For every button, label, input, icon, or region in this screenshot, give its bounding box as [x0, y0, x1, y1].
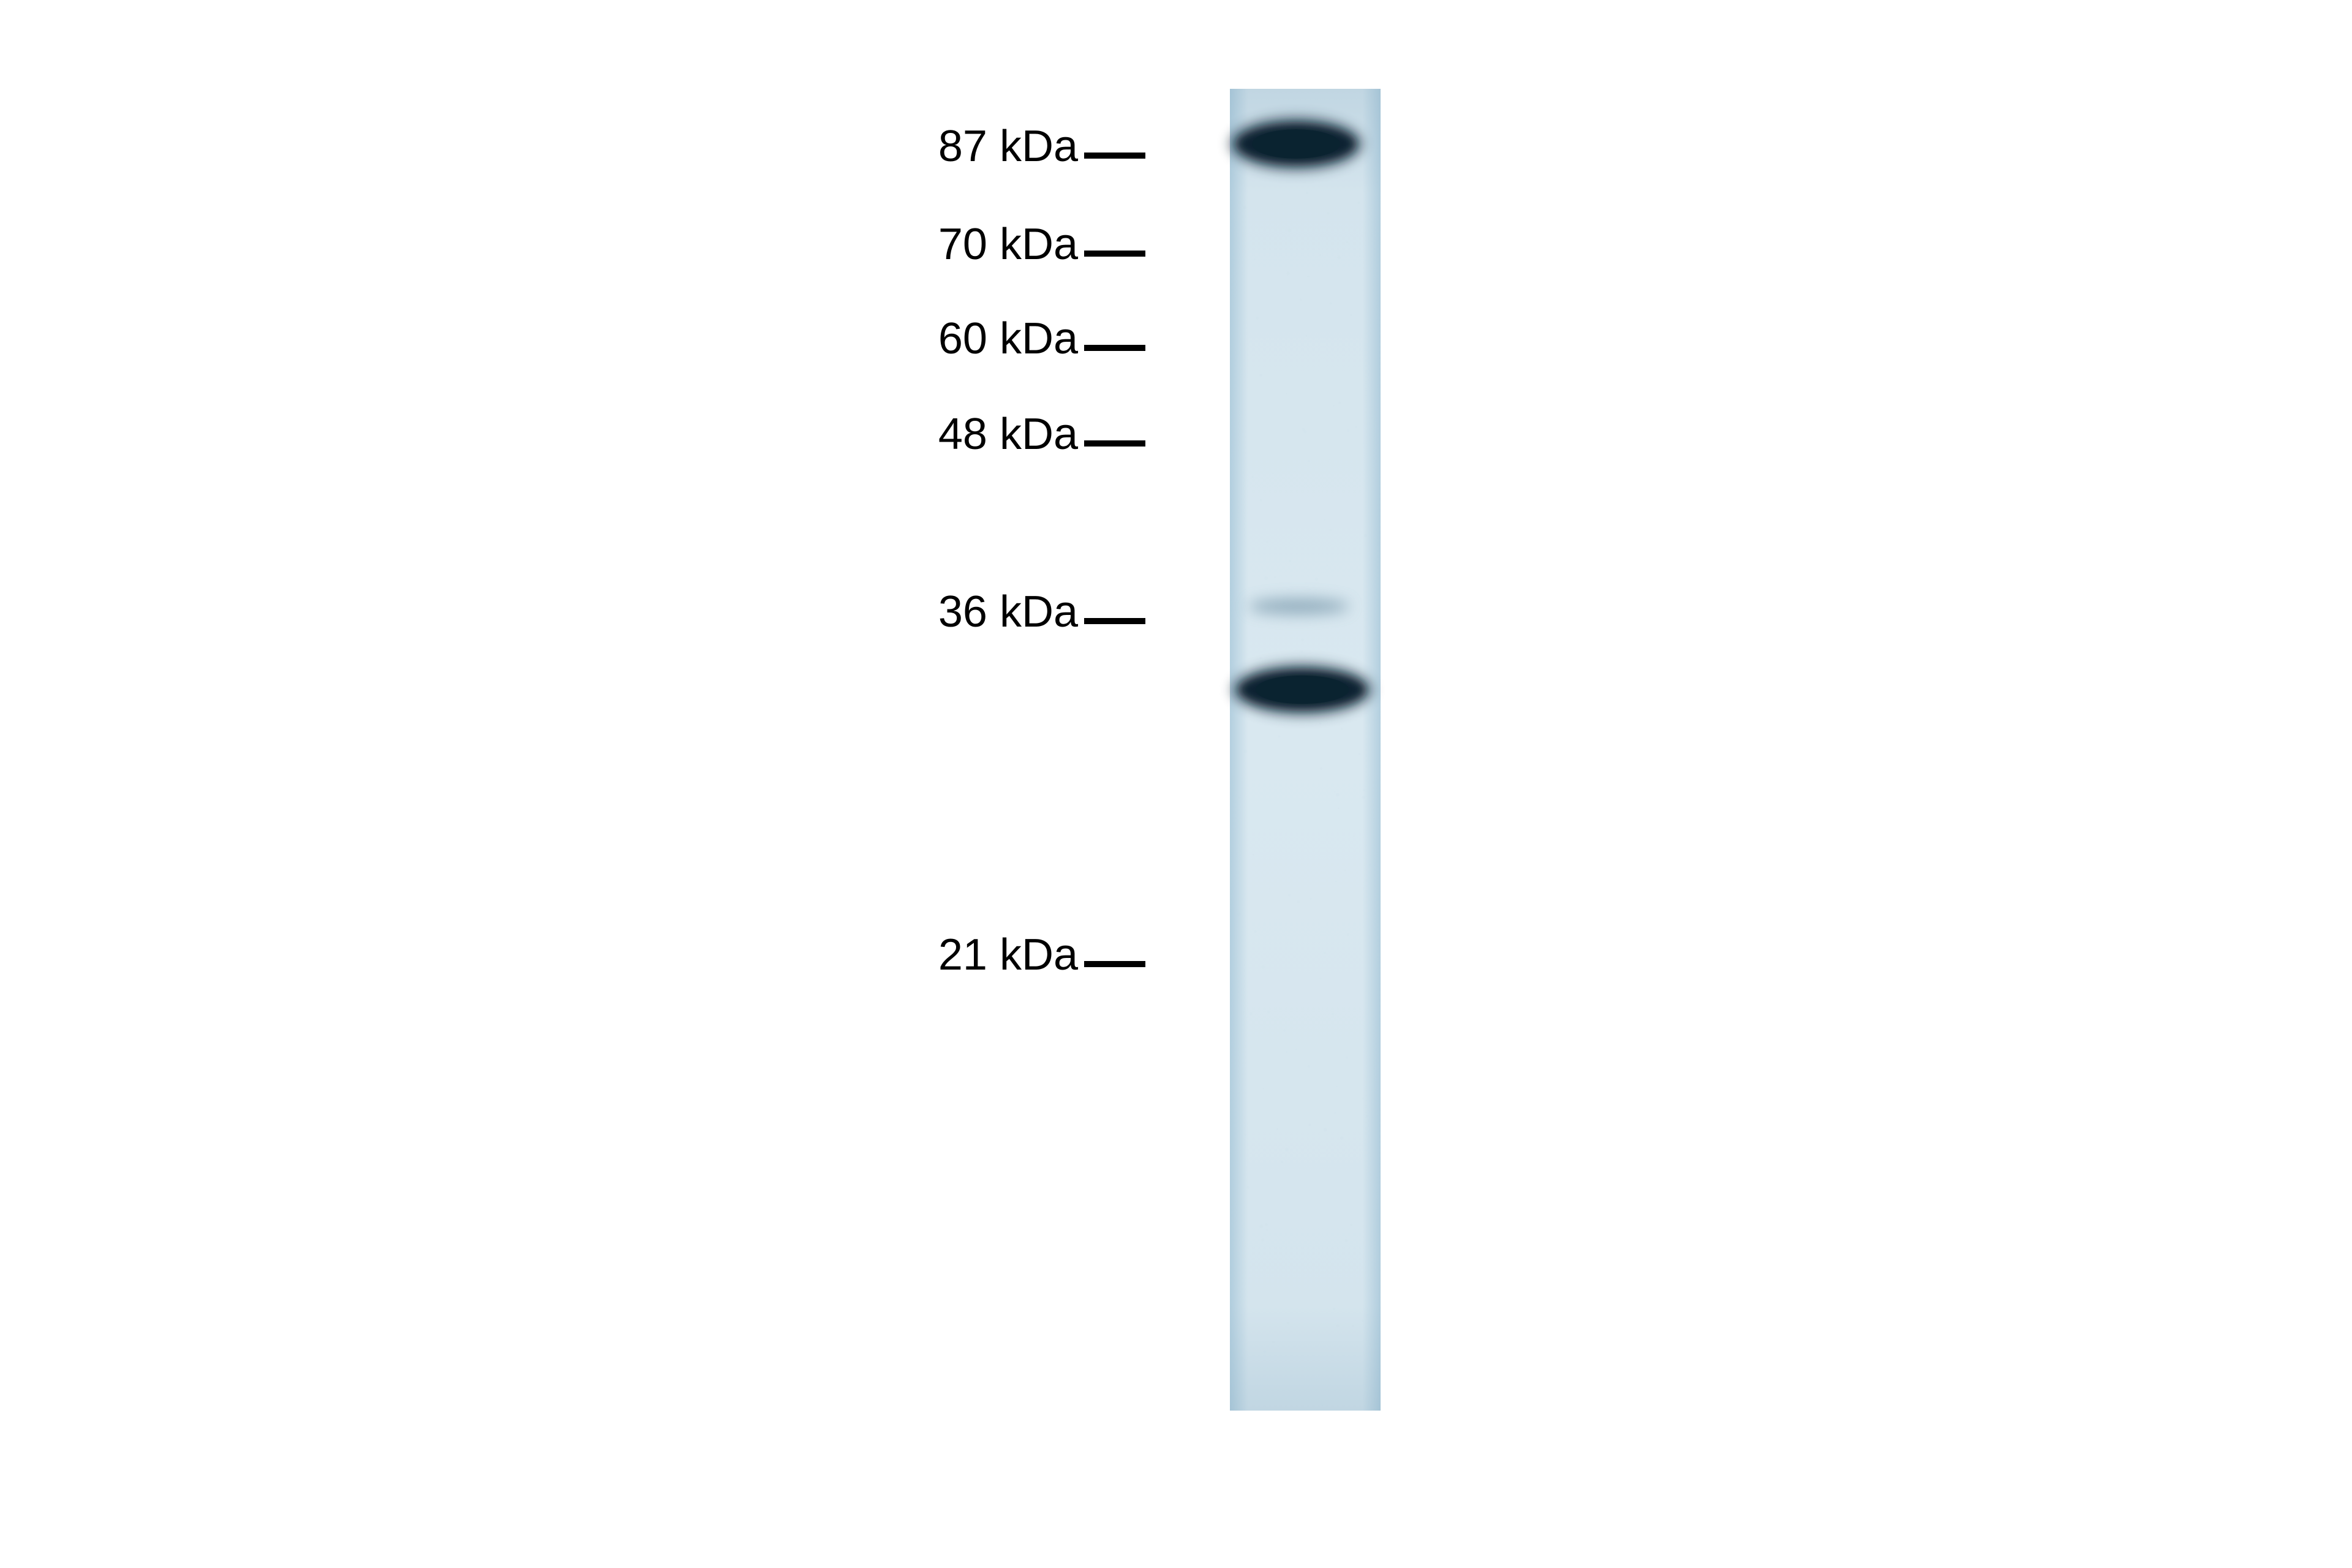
- marker-tick-2: [1084, 345, 1145, 351]
- marker-tick-5: [1084, 961, 1145, 967]
- lane-group: [1230, 89, 1381, 1411]
- marker-tick-1: [1084, 251, 1145, 257]
- band-core-0: [1252, 129, 1340, 159]
- blot-lane-overlay: [1230, 89, 1381, 1411]
- band-core-2: [1256, 676, 1349, 704]
- band-faint-1: [1248, 598, 1349, 614]
- western-blot-canvas: 87 kDa 70 kDa 60 kDa 48 kDa 36 kDa 21 kDa: [0, 0, 2352, 1568]
- marker-tick-0: [1084, 153, 1145, 159]
- marker-label-2: 60 kDa: [938, 314, 1078, 364]
- marker-label-5: 21 kDa: [938, 930, 1078, 980]
- marker-label-0: 87 kDa: [938, 121, 1078, 172]
- marker-tick-4: [1084, 618, 1145, 624]
- marker-label-1: 70 kDa: [938, 219, 1078, 270]
- marker-label-4: 36 kDa: [938, 587, 1078, 637]
- marker-tick-3: [1084, 440, 1145, 447]
- blot-svg: [0, 0, 2352, 1568]
- marker-label-3: 48 kDa: [938, 409, 1078, 459]
